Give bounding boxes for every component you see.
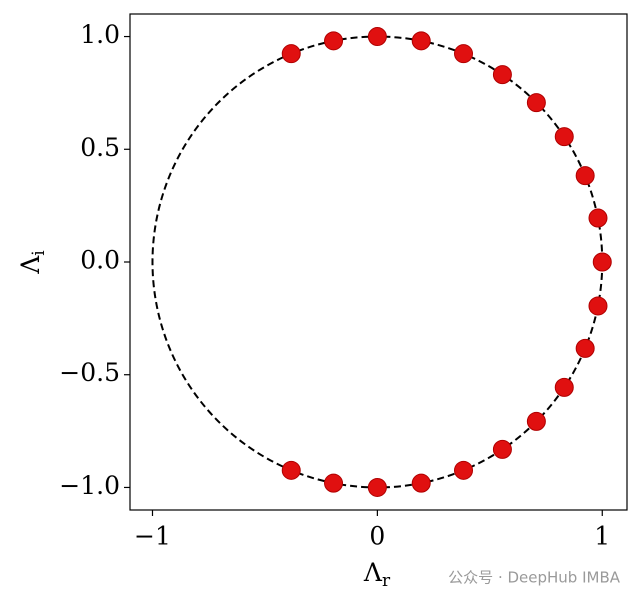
watermark: 公众号 · DeepHub IMBA <box>448 569 621 587</box>
plot-frame <box>129 13 628 511</box>
point <box>526 411 546 431</box>
y-tick-label: 0.0 <box>80 246 120 275</box>
x-label-base: Λ <box>363 558 383 587</box>
point <box>588 296 608 316</box>
point <box>575 338 595 358</box>
x-label-sub: r <box>382 571 391 591</box>
point <box>281 44 301 64</box>
x-tick-label: 1 <box>594 522 610 551</box>
y-tick-label: 0.5 <box>80 133 120 162</box>
y-tick-label: −1.0 <box>59 471 120 500</box>
point <box>281 460 301 480</box>
x-axis-label: Λr <box>363 558 391 591</box>
y-axis-label: Λi <box>16 250 49 275</box>
y-label-base: Λ <box>16 255 45 275</box>
point <box>324 473 344 493</box>
point <box>324 31 344 51</box>
x-tick-label: −1 <box>134 522 171 551</box>
point <box>367 477 387 497</box>
point <box>554 127 574 147</box>
y-tick-label: −0.5 <box>59 358 120 387</box>
point <box>367 27 387 47</box>
x-tick-label: 0 <box>369 522 385 551</box>
point <box>575 166 595 186</box>
point <box>588 208 608 228</box>
point <box>526 93 546 113</box>
point <box>554 377 574 397</box>
point <box>454 44 474 64</box>
y-label-sub: i <box>29 250 49 256</box>
point <box>492 439 512 459</box>
y-tick-label: 1.0 <box>80 20 120 49</box>
point <box>454 460 474 480</box>
point <box>411 473 431 493</box>
point <box>411 31 431 51</box>
point <box>592 252 612 272</box>
point <box>492 65 512 85</box>
